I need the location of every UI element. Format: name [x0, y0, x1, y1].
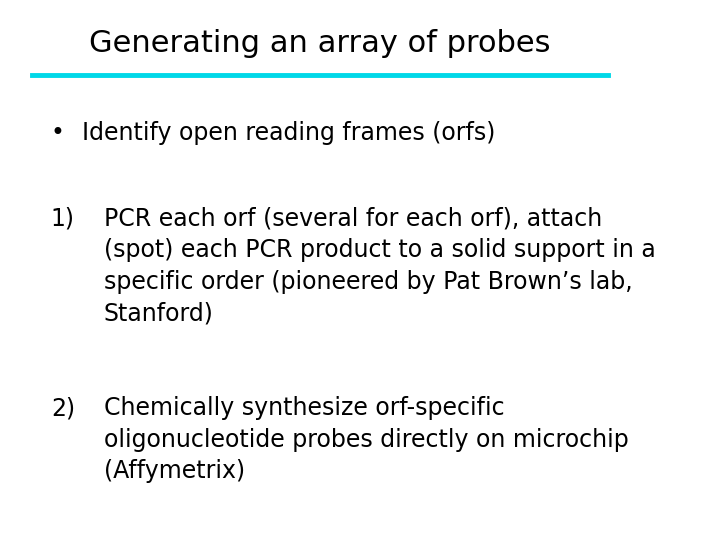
Text: Identify open reading frames (orfs): Identify open reading frames (orfs) — [82, 121, 495, 145]
Text: 1): 1) — [50, 207, 75, 231]
Text: 2): 2) — [50, 396, 75, 420]
Text: Chemically synthesize orf-specific
oligonucleotide probes directly on microchip
: Chemically synthesize orf-specific oligo… — [104, 396, 629, 483]
Text: •: • — [50, 121, 65, 145]
Text: PCR each orf (several for each orf), attach
(spot) each PCR product to a solid s: PCR each orf (several for each orf), att… — [104, 207, 656, 326]
Text: Generating an array of probes: Generating an array of probes — [89, 29, 551, 58]
